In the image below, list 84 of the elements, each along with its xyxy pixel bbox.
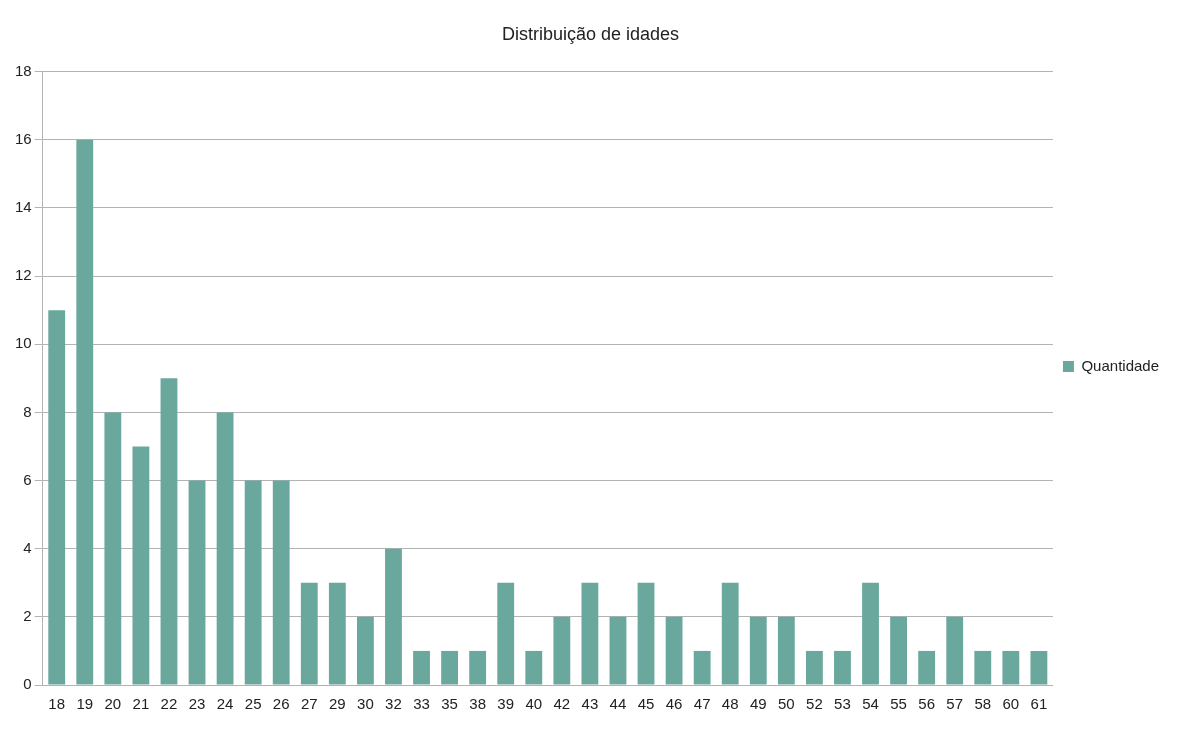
- bar: [862, 582, 879, 685]
- x-tick-label: 47: [693, 695, 711, 713]
- y-tick-label: 14: [15, 198, 32, 216]
- bar: [385, 548, 402, 685]
- x-tick-label: 61: [1030, 695, 1048, 713]
- x-tick-label: 24: [216, 695, 234, 713]
- bar: [328, 582, 346, 685]
- y-tick-label: 0: [23, 675, 32, 693]
- x-tick-label: 38: [469, 695, 486, 713]
- bar: [272, 480, 290, 685]
- x-tick-label: 44: [609, 695, 627, 713]
- bar: [160, 378, 178, 685]
- x-tick-label: 25: [244, 695, 262, 713]
- x-tick-label: 19: [76, 695, 94, 713]
- x-tick-label: 20: [104, 695, 122, 713]
- legend-label: Quantidade: [1081, 356, 1160, 374]
- chart-title: Distribuição de idades: [501, 23, 680, 44]
- y-tick-label: 12: [15, 266, 32, 284]
- bar: [104, 412, 122, 685]
- bar: [749, 616, 767, 685]
- bar: [300, 582, 318, 685]
- x-tick-label: 18: [48, 695, 66, 713]
- bar: [777, 616, 795, 685]
- x-tick-label: 50: [778, 695, 795, 713]
- bar: [441, 650, 459, 685]
- x-tick-label: 52: [806, 695, 823, 713]
- x-tick-label: 57: [946, 695, 964, 713]
- x-tick-label: 55: [890, 695, 907, 713]
- bar: [974, 650, 992, 685]
- x-tick-label: 32: [385, 695, 402, 713]
- x-tick-label: 48: [721, 695, 739, 713]
- bar: [637, 582, 655, 685]
- x-tick-label: 33: [413, 695, 430, 713]
- x-tick-label: 30: [357, 695, 374, 713]
- x-tick-label: 58: [974, 695, 992, 713]
- x-tick-label: 54: [862, 695, 879, 713]
- bar: [244, 480, 262, 685]
- bar: [76, 139, 94, 685]
- x-tick-label: 39: [497, 695, 515, 713]
- y-tick-label: 18: [15, 61, 32, 79]
- x-tick-label: 21: [132, 695, 150, 713]
- bar: [216, 412, 234, 685]
- bar: [834, 650, 851, 685]
- bar: [1002, 650, 1020, 685]
- bar: [693, 650, 711, 685]
- bar: [1030, 650, 1048, 685]
- bar: [188, 480, 206, 685]
- x-tick-label: 22: [160, 695, 178, 713]
- y-tick-label: 8: [23, 402, 32, 420]
- bar: [918, 650, 936, 685]
- x-tick-label: 40: [525, 695, 543, 713]
- bar: [413, 650, 430, 685]
- x-tick-label: 49: [749, 695, 767, 713]
- bar: [581, 582, 599, 685]
- x-tick-label: 56: [918, 695, 935, 713]
- bar: [356, 616, 374, 685]
- x-tick-label: 35: [441, 695, 458, 713]
- x-tick-label: 27: [300, 695, 318, 713]
- bar: [48, 310, 66, 685]
- y-tick-label: 10: [15, 334, 32, 352]
- x-tick-label: 45: [637, 695, 655, 713]
- bar: [890, 616, 908, 685]
- y-tick-label: 4: [23, 538, 32, 556]
- x-tick-label: 42: [553, 695, 571, 713]
- bar: [805, 650, 823, 685]
- bar: [946, 616, 964, 685]
- bar: [553, 616, 571, 685]
- x-tick-label: 43: [581, 695, 599, 713]
- x-tick-label: 53: [834, 695, 851, 713]
- x-tick-label: 23: [188, 695, 206, 713]
- bar: [609, 616, 627, 685]
- y-tick-label: 2: [23, 606, 32, 624]
- bar: [665, 616, 683, 685]
- bar: [132, 446, 150, 685]
- x-tick-label: 46: [665, 695, 683, 713]
- x-tick-label: 29: [329, 695, 346, 713]
- bar: [525, 650, 543, 685]
- bar: [469, 650, 487, 685]
- y-tick-label: 6: [23, 470, 32, 488]
- y-tick-label: 16: [15, 129, 32, 147]
- bar: [497, 582, 515, 685]
- bar: [721, 582, 739, 685]
- x-tick-label: 60: [1002, 695, 1020, 713]
- x-tick-label: 26: [272, 695, 290, 713]
